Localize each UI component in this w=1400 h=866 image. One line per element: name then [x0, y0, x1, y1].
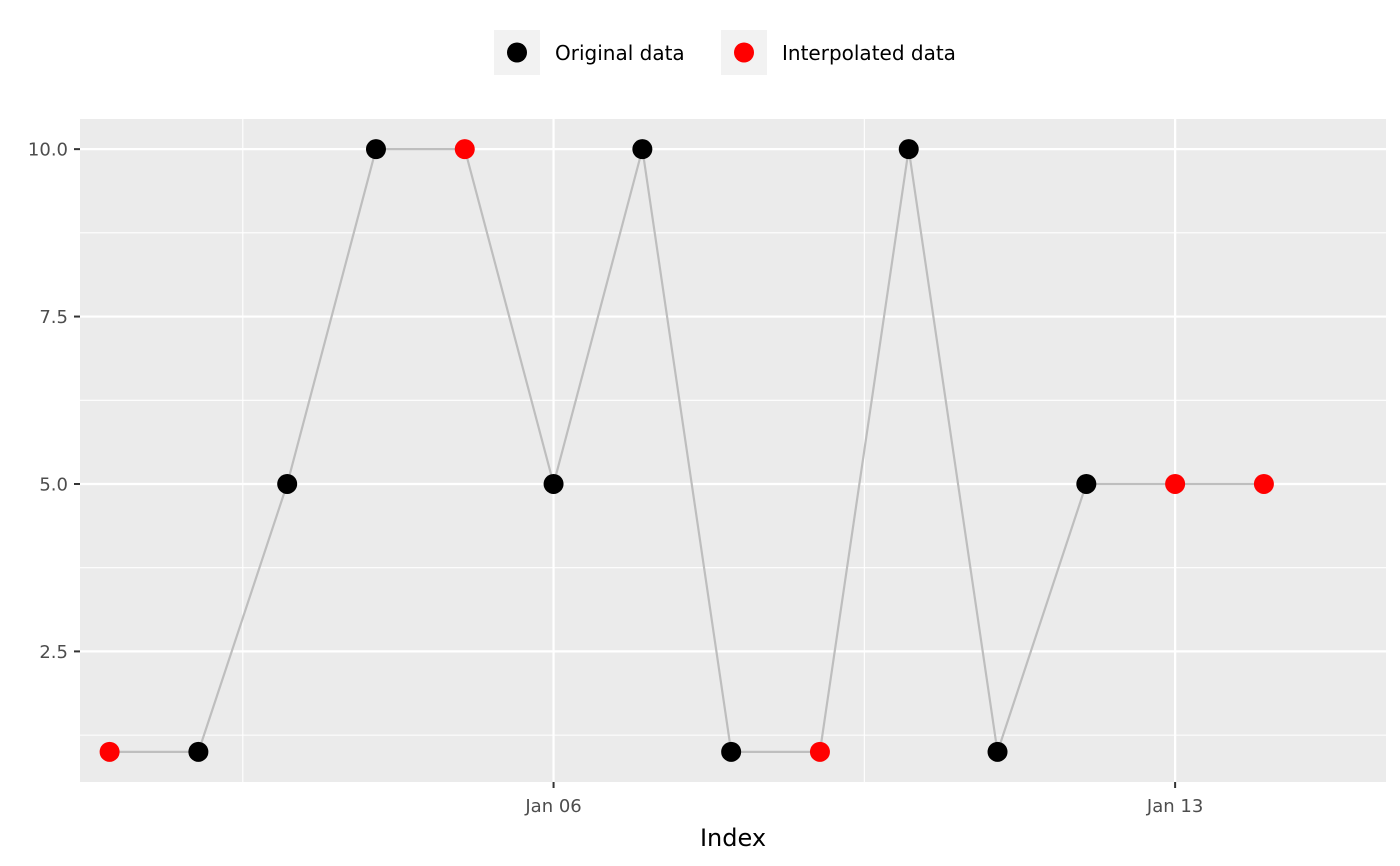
data-point-interpolated — [809, 741, 830, 762]
legend-key-original — [507, 42, 527, 63]
legend-label-original: Original data — [555, 41, 685, 65]
legend: Original data Interpolated data — [494, 30, 956, 75]
data-point-original — [987, 741, 1008, 762]
data-point-original — [1076, 473, 1097, 494]
series-line — [109, 148, 1264, 754]
plot-panel — [80, 119, 1386, 782]
data-point-interpolated — [1253, 473, 1274, 494]
data-point-original — [188, 741, 209, 762]
data-point-interpolated — [454, 139, 475, 160]
data-point-original — [277, 473, 298, 494]
y-tick-label: 10.0 — [28, 140, 68, 161]
x-tick-label: Jan 06 — [524, 796, 581, 817]
x-axis-title: Index — [700, 824, 766, 852]
data-point-interpolated — [99, 741, 120, 762]
x-axis: Jan 06 Jan 13 — [524, 782, 1203, 817]
legend-label-interpolated: Interpolated data — [782, 41, 956, 65]
data-point-interpolated — [1165, 473, 1186, 494]
data-point-original — [721, 741, 742, 762]
y-tick-label: 7.5 — [39, 307, 68, 328]
data-point-original — [365, 139, 386, 160]
data-point-original — [898, 139, 919, 160]
data-point-original — [543, 473, 564, 494]
y-tick-label: 5.0 — [39, 474, 68, 495]
y-axis: 2.5 5.0 7.5 10.0 — [28, 140, 80, 663]
grid-minor — [80, 119, 1386, 782]
y-tick-label: 2.5 — [39, 642, 68, 663]
legend-key-interpolated — [734, 42, 754, 63]
data-points — [99, 139, 1274, 762]
data-point-original — [632, 139, 653, 160]
x-tick-label: Jan 13 — [1146, 796, 1203, 817]
